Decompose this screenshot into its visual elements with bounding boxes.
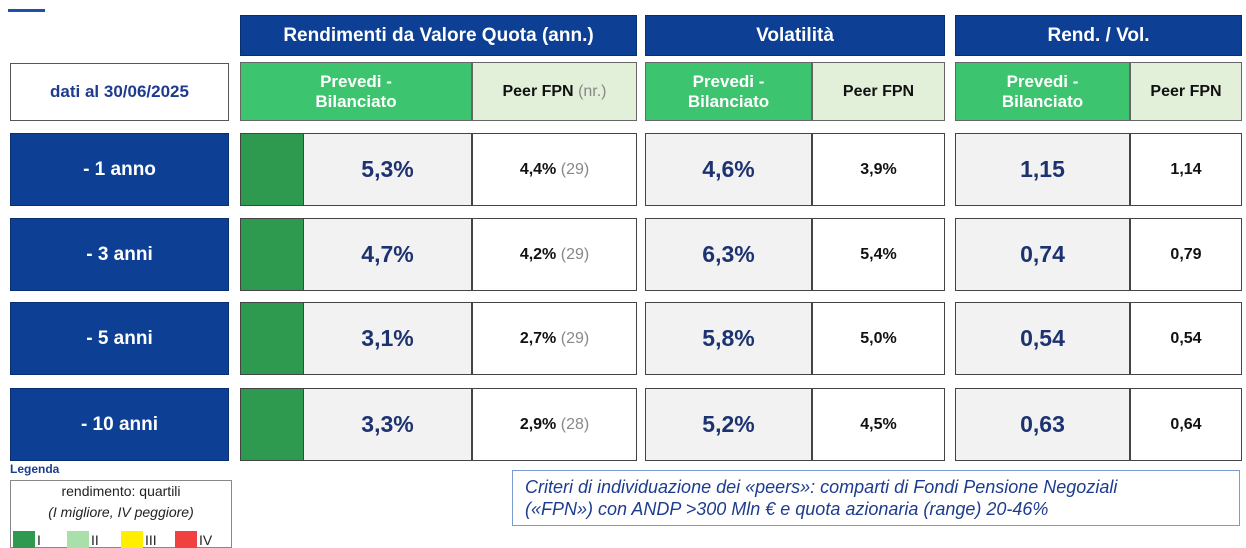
subheader: Prevedi - Bilanciato [955,62,1130,121]
peer-ratio-cell: 0,79 [1130,218,1242,291]
legend-label: I [37,531,41,548]
return-cell: 3,1% [303,302,472,375]
peer-count: (28) [560,415,590,433]
quartile-marker [240,133,304,206]
legend-label: II [91,531,99,548]
quartile-marker [240,218,304,291]
row-label: - 1 anno [10,133,229,206]
row-label: - 5 anni [10,302,229,375]
peer-return: 2,9% [519,415,557,433]
volatility-cell: 5,8% [645,302,812,375]
subheader-text: Prevedi - Bilanciato [1001,71,1084,111]
quartile-marker [240,302,304,375]
peer-return: 4,4% [519,160,557,178]
peer-volatility-cell: 4,5% [812,388,945,461]
row-label: - 3 anni [10,218,229,291]
return-cell: 5,3% [303,133,472,206]
peer-count: (29) [560,160,590,178]
legend-line: rendimento: quartili [61,483,181,499]
row-label: - 10 anni [10,388,229,461]
legend-swatch [175,531,197,548]
peer-return-cell: 2,9% (28) [472,388,637,461]
subheader-text: Peer FPN [842,82,915,100]
legend-label: IV [199,531,213,548]
subheader: Peer FPN (nr.) [472,62,637,121]
subheader: Prevedi - Bilanciato [645,62,812,121]
peer-ratio-cell: 0,64 [1130,388,1242,461]
volatility-cell: 5,2% [645,388,812,461]
subheader: Prevedi - Bilanciato [240,62,472,121]
peer-count: (29) [560,329,590,347]
subheader-text: Prevedi - Bilanciato [315,71,397,111]
volatility-cell: 6,3% [645,218,812,291]
ratio-cell: 0,63 [955,388,1130,461]
date-label: dati al 30/06/2025 [10,63,229,121]
quartile-marker [240,388,304,461]
legend-swatch [67,531,89,548]
top-rule [8,9,45,12]
peer-volatility-cell: 5,4% [812,218,945,291]
subheader-note: (nr.) [578,82,607,100]
peer-ratio-cell: 1,14 [1130,133,1242,206]
note: Criteri di individuazione dei «peers»: c… [512,470,1240,526]
peer-return: 2,7% [519,329,557,347]
legend-line: (I migliore, IV peggiore) [48,504,194,520]
peer-return: 4,2% [519,245,557,263]
subheader: Peer FPN [812,62,945,121]
subheader-text: Prevedi - Bilanciato [687,71,770,111]
peer-volatility-cell: 5,0% [812,302,945,375]
peer-return-cell: 4,4% (29) [472,133,637,206]
legend-swatch [13,531,35,548]
peer-count: (29) [560,245,590,263]
legend-title: Legenda [10,462,60,476]
peer-return-cell: 4,2% (29) [472,218,637,291]
legend-label: III [145,531,157,548]
legend-swatch [121,531,143,548]
ratio-cell: 1,15 [955,133,1130,206]
return-cell: 4,7% [303,218,472,291]
group-header: Rend. / Vol. [955,15,1242,56]
peer-ratio-cell: 0,54 [1130,302,1242,375]
volatility-cell: 4,6% [645,133,812,206]
subheader-text: Peer FPN [502,82,574,100]
group-header: Rendimenti da Valore Quota (ann.) [240,15,637,56]
group-header: Volatilità [645,15,945,56]
subheader-text: Peer FPN [1150,82,1222,100]
subheader: Peer FPN [1130,62,1242,121]
return-cell: 3,3% [303,388,472,461]
peer-return-cell: 2,7% (29) [472,302,637,375]
ratio-cell: 0,54 [955,302,1130,375]
peer-volatility-cell: 3,9% [812,133,945,206]
ratio-cell: 0,74 [955,218,1130,291]
